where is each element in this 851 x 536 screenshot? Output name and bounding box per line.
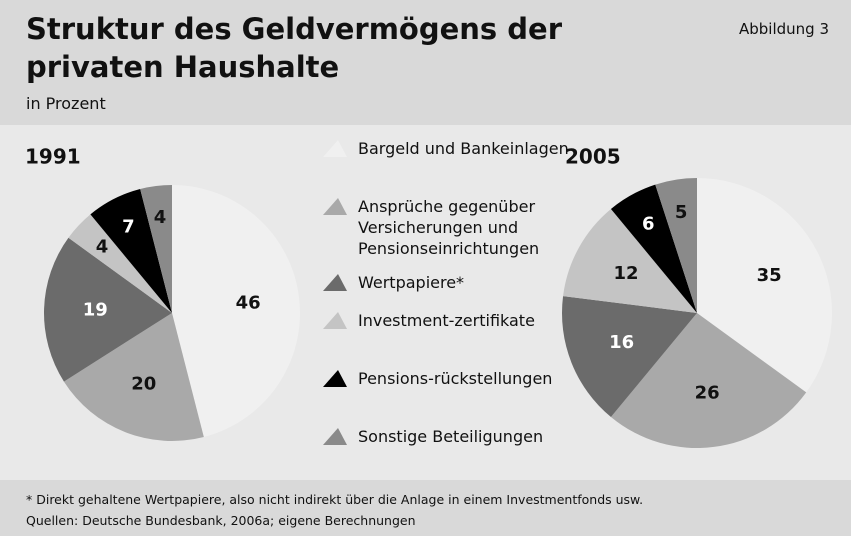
data-label: 19 — [83, 300, 108, 321]
pie-title: 1991 — [25, 145, 81, 169]
title: Struktur des Geldvermögens der privaten … — [26, 12, 563, 84]
legend-icon — [323, 370, 347, 387]
pie-slice — [610, 313, 807, 448]
pie-slice — [63, 313, 204, 441]
pie-slice — [563, 208, 697, 313]
data-label: 26 — [695, 382, 720, 403]
data-label: 35 — [757, 265, 782, 286]
data-label: 7 — [122, 216, 135, 237]
legend-item: Wertpapiere* — [322, 272, 573, 293]
legend-icon — [323, 312, 347, 329]
legend-label: Investment-zertifikate — [358, 311, 535, 330]
legend-item: Sonstige Beteiligungen — [322, 426, 573, 447]
data-label: 16 — [609, 332, 634, 353]
legend-swatch — [323, 198, 347, 215]
data-label: 6 — [642, 213, 655, 234]
badge: Abbildung 3 — [738, 20, 829, 38]
footnote: * Direkt gehaltene Wertpapiere, also nic… — [26, 492, 644, 507]
pie-slice — [610, 184, 697, 313]
pie-slice — [140, 185, 172, 313]
data-label: 12 — [613, 263, 638, 284]
pie-slice — [655, 178, 697, 313]
pie-title: 2005 — [565, 145, 621, 169]
data-label: 5 — [675, 202, 688, 223]
legend-label: Wertpapiere* — [358, 273, 465, 292]
pie-slice — [172, 185, 300, 437]
legend-swatch — [323, 428, 347, 445]
pie-slice — [562, 296, 697, 418]
legend-item: Pensions-rückstellungen — [322, 368, 573, 389]
footer-band — [0, 480, 851, 536]
pie-slice — [68, 214, 172, 313]
data-label: 46 — [236, 292, 261, 313]
legend-item: Investment-zertifikate — [322, 310, 573, 331]
legend-label: Bargeld und Bankeinlagen — [358, 139, 569, 158]
pie-slice — [90, 189, 172, 313]
legend-swatch — [323, 140, 347, 157]
subtitle: in Prozent — [26, 94, 106, 113]
legend-icon — [323, 274, 347, 291]
legend-label: Ansprüche gegenüber Versicherungen und P… — [358, 197, 540, 258]
legend-icon — [323, 140, 347, 157]
legend-swatch — [323, 274, 347, 291]
data-label: 4 — [154, 207, 167, 228]
legend-item: Ansprüche gegenüber Versicherungen und P… — [322, 196, 573, 259]
legend-icon — [323, 428, 347, 445]
legend-swatch — [323, 370, 347, 387]
source: Quellen: Deutsche Bundesbank, 2006a; eig… — [26, 513, 416, 528]
pie-slice — [697, 178, 832, 393]
legend-icon — [323, 198, 347, 215]
legend-label: Sonstige Beteiligungen — [358, 427, 544, 446]
legend-label: Pensions-rückstellungen — [358, 369, 553, 388]
data-label: 20 — [131, 373, 156, 394]
data-label: 4 — [96, 236, 109, 257]
legend-swatch — [323, 312, 347, 329]
legend-item: Bargeld und Bankeinlagen — [322, 138, 573, 159]
pie-slice — [44, 237, 172, 382]
header-band — [0, 0, 851, 125]
